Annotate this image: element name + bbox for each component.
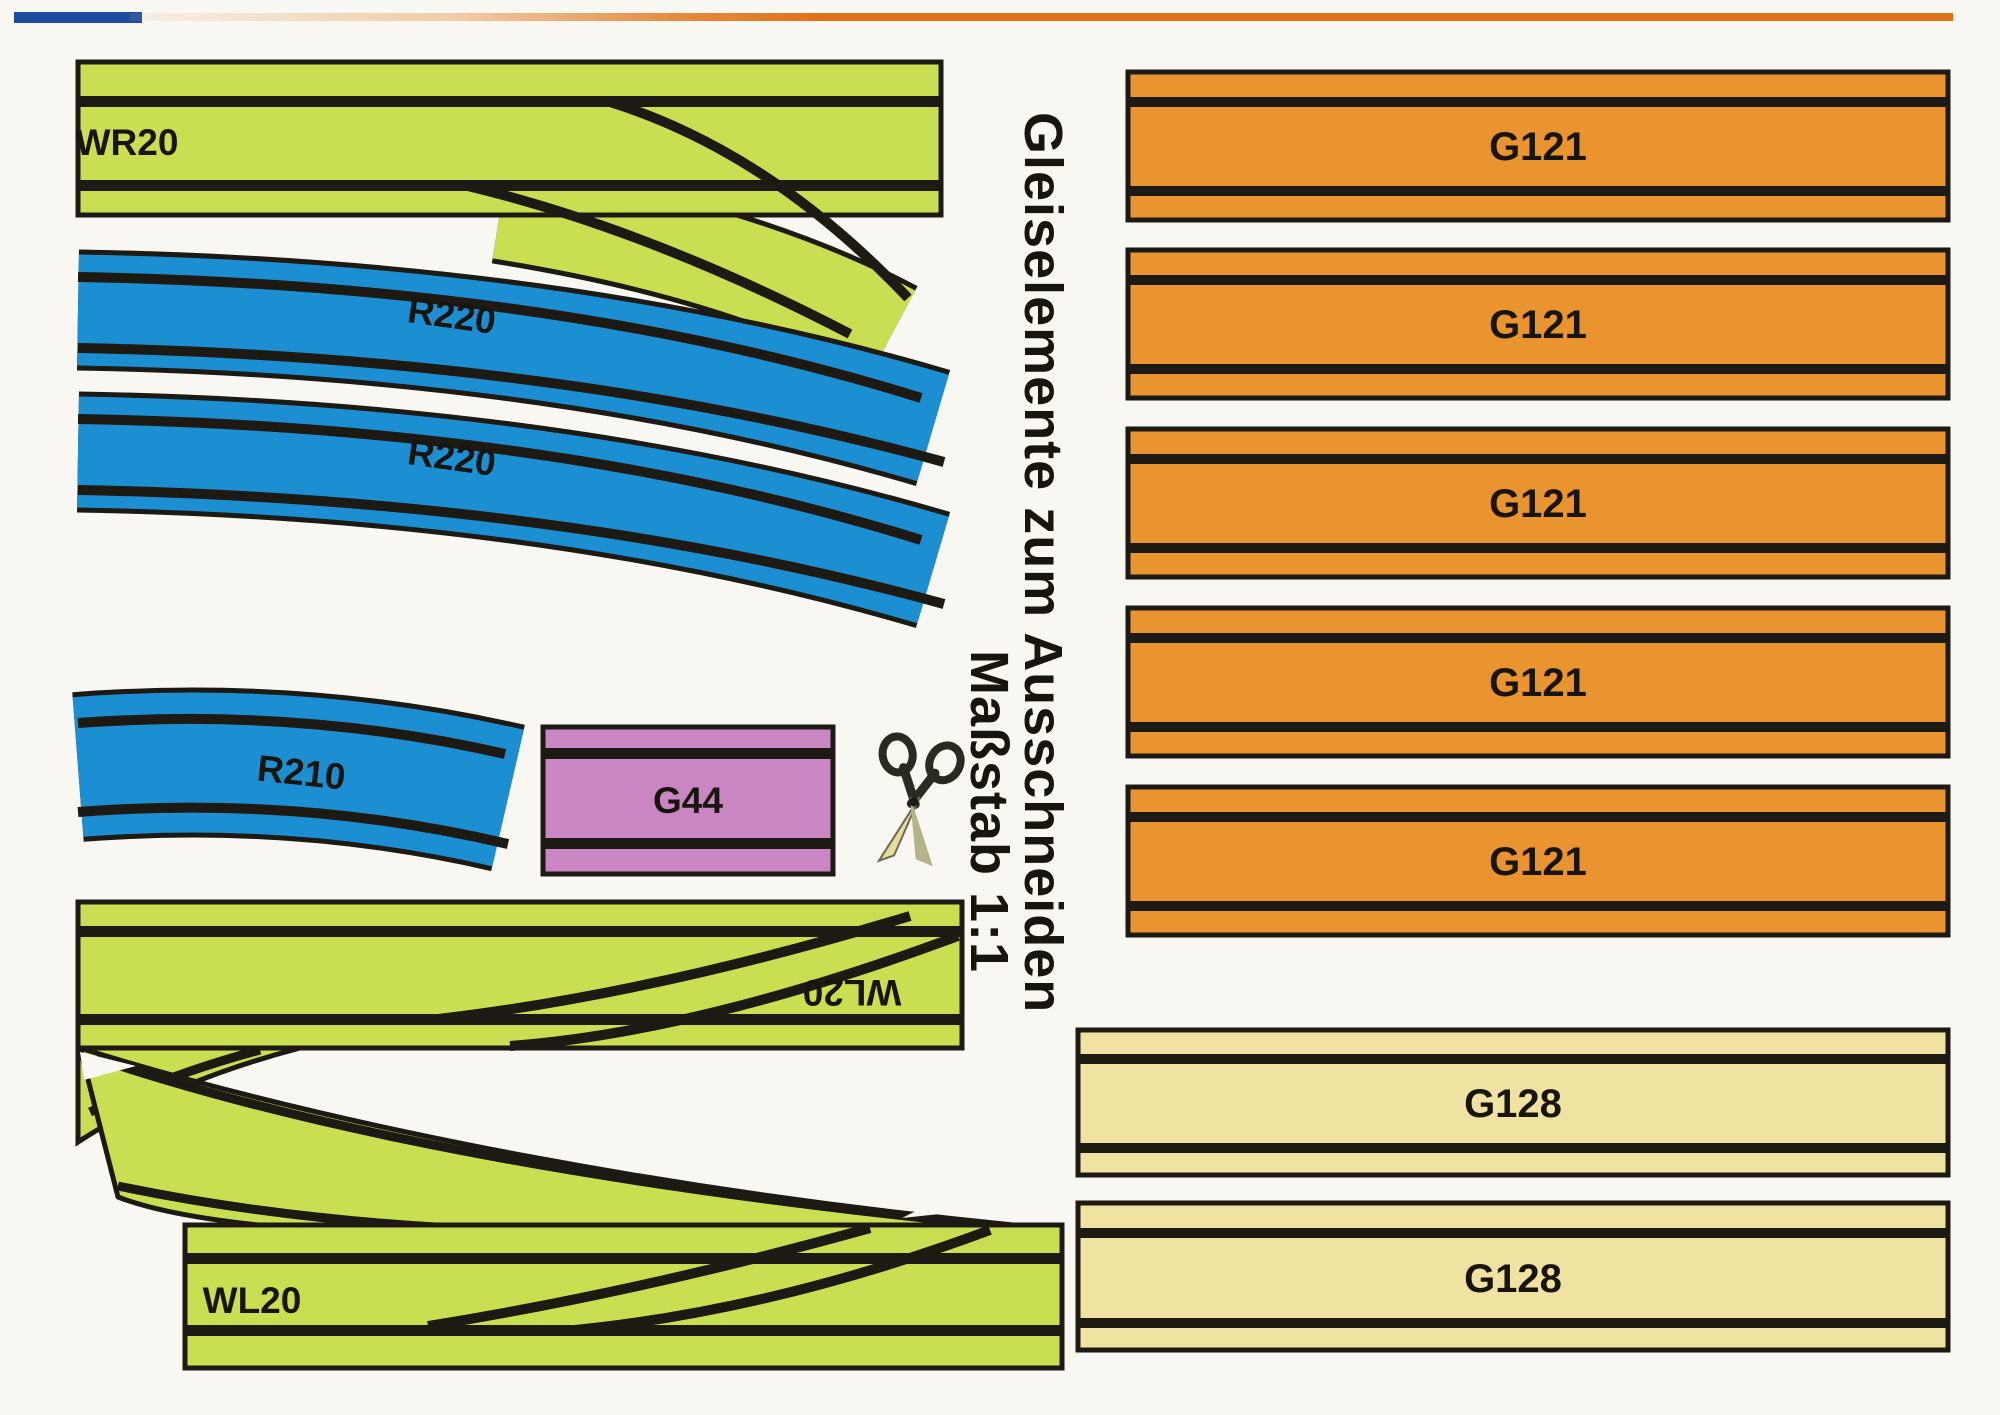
- wl20bot-rail-lower: [185, 1325, 1062, 1336]
- wl20mid-branch-rail-1: [429, 911, 912, 1025]
- piece-label-g128-2: G128: [1464, 1257, 1562, 1301]
- wr20-rail-upper: [78, 96, 941, 107]
- g121-4-rail-lower: [1128, 722, 1948, 732]
- piece-r220-top-curve: R220: [76, 249, 951, 487]
- g128-1-rail-upper: [1078, 1054, 1948, 1064]
- piece-g121-2: G121: [1125, 247, 1951, 401]
- scissors-icon: [876, 732, 965, 867]
- r210-band: [72, 692, 524, 867]
- piece-r220-bottom-curve: R220: [76, 391, 951, 629]
- sheet-title-line1: Gleiselemente zum Ausschneiden: [1013, 112, 1073, 1014]
- scissors-ring-left: [878, 732, 917, 777]
- g121-1-rail-upper: [1128, 97, 1948, 107]
- r210-rail-upper: [77, 713, 507, 759]
- piece-label-g44: G44: [653, 780, 723, 821]
- piece-label-r210: R210: [255, 748, 347, 798]
- g121-4-rail-upper: [1128, 633, 1948, 643]
- piece-g121-5: G121: [1125, 784, 1951, 938]
- wl20bot-rail-upper: [185, 1253, 1062, 1264]
- piece-label-g128-1: G128: [1464, 1082, 1562, 1126]
- piece-label-g121-4: G121: [1489, 661, 1587, 705]
- piece-g121-3: G121: [1125, 426, 1951, 580]
- piece-label-wr20: WR20: [76, 122, 179, 163]
- piece-g121-4: G121: [1125, 605, 1951, 759]
- scissors-pivot: [909, 797, 919, 807]
- piece-g44-straight: G44: [540, 724, 836, 877]
- piece-g128-2: G128: [1075, 1200, 1951, 1353]
- wl20mid-branch-rail-2: [509, 931, 960, 1051]
- scissors-ring-right: [925, 741, 965, 785]
- piece-label-g121-1: G121: [1489, 125, 1587, 169]
- wl20bot-cut-notch-left: [80, 1052, 136, 1080]
- piece-g128-1: G128: [1075, 1027, 1951, 1178]
- wl20bot-cut-notch-right: [902, 1200, 940, 1218]
- g128-2-rail-upper: [1078, 1228, 1948, 1238]
- r220a-band: [77, 254, 949, 482]
- wl20bot-branch-rail-2: [564, 1225, 992, 1336]
- piece-wl20-bottom-turnout: WL20: [77, 1045, 1065, 1371]
- piece-label-g121-5: G121: [1489, 840, 1587, 884]
- g128-1-rail-lower: [1078, 1143, 1948, 1153]
- wl20mid-rail-upper: [78, 926, 962, 937]
- wr20-branch-rail-2: [466, 181, 853, 339]
- g121-2-rail-lower: [1128, 364, 1948, 374]
- r210-rail-lower: [77, 802, 510, 849]
- wr20-rail-lower: [78, 180, 941, 191]
- r220b-band: [77, 396, 949, 624]
- piece-label-wl20-middle: WL20: [803, 972, 902, 1013]
- piece-r210-curve: R210: [72, 687, 525, 872]
- r220a-rail-lower: [77, 343, 946, 467]
- scissors-blade-left: [876, 796, 921, 863]
- r220b-rail-upper: [77, 414, 923, 545]
- navy-accent-bar: [14, 12, 142, 23]
- g121-3-rail-lower: [1128, 543, 1948, 553]
- g44-rail-lower: [543, 838, 833, 849]
- piece-g128-group: G128 G128: [1075, 1027, 1951, 1353]
- g121-1-rail-lower: [1128, 186, 1948, 196]
- g128-2-rail-lower: [1078, 1318, 1948, 1328]
- piece-g121-group: G121 G121 G121 G121: [1125, 69, 1951, 938]
- piece-label-g121-2: G121: [1489, 303, 1587, 347]
- sheet-title-line2: Maßstab 1:1: [959, 650, 1019, 974]
- r220a-rail-upper: [77, 272, 923, 403]
- g44-rail-upper: [543, 748, 833, 759]
- wl20bot-branch-band-rail-1: [94, 1053, 1001, 1231]
- g121-5-rail-upper: [1128, 812, 1948, 822]
- g121-2-rail-upper: [1128, 275, 1948, 285]
- wl20bot-branch-rail-1: [427, 1223, 872, 1331]
- piece-label-g121-3: G121: [1489, 482, 1587, 526]
- wl20mid-rail-lower: [78, 1014, 962, 1025]
- wr20-branch-band: [492, 165, 916, 374]
- piece-g121-1: G121: [1125, 69, 1951, 223]
- piece-label-wl20-bottom: WL20: [203, 1280, 302, 1321]
- piece-wr20-turnout: WR20: [75, 59, 944, 378]
- orange-accent-line: [130, 13, 1953, 21]
- r220b-rail-lower: [77, 485, 946, 609]
- g121-3-rail-upper: [1128, 454, 1948, 464]
- wl20bot-straight-band: [182, 1222, 1065, 1371]
- g121-5-rail-lower: [1128, 901, 1948, 911]
- wr20-branch-rail-1: [608, 97, 912, 302]
